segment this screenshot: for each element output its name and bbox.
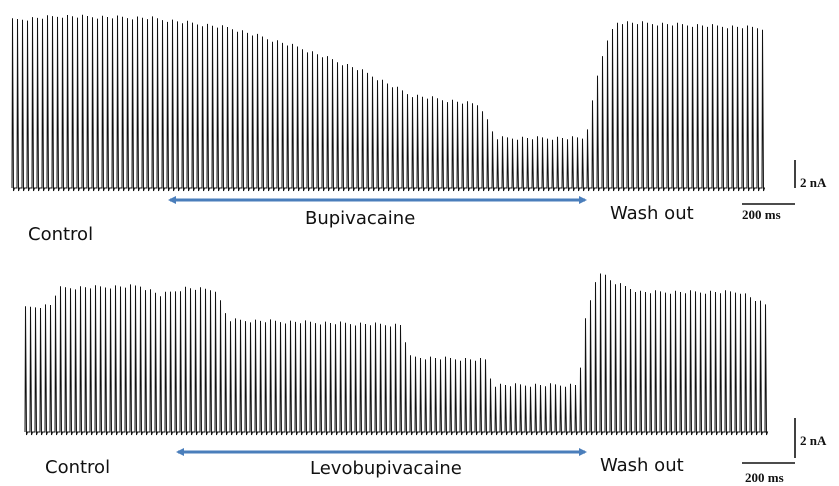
washout-label: Wash out (600, 455, 684, 476)
scale-current-label: 2 nA (800, 433, 827, 448)
panel-top: Control Bupivacaine Wash out 2 nA 200 ms (11, 14, 827, 245)
current-trace (11, 14, 765, 192)
control-label: Control (28, 224, 93, 245)
drug-label: Levobupivacaine (310, 458, 462, 479)
panel-bottom: Control Levobupivacaine Wash out 2 nA 20… (24, 273, 827, 485)
drug-label: Bupivacaine (305, 208, 415, 229)
washout-label: Wash out (610, 203, 694, 224)
scale-time-label: 200 ms (742, 207, 781, 222)
scale-current-label: 2 nA (800, 175, 827, 190)
control-label: Control (45, 457, 110, 478)
current-trace (24, 273, 769, 436)
scale-time-label: 200 ms (745, 470, 784, 485)
